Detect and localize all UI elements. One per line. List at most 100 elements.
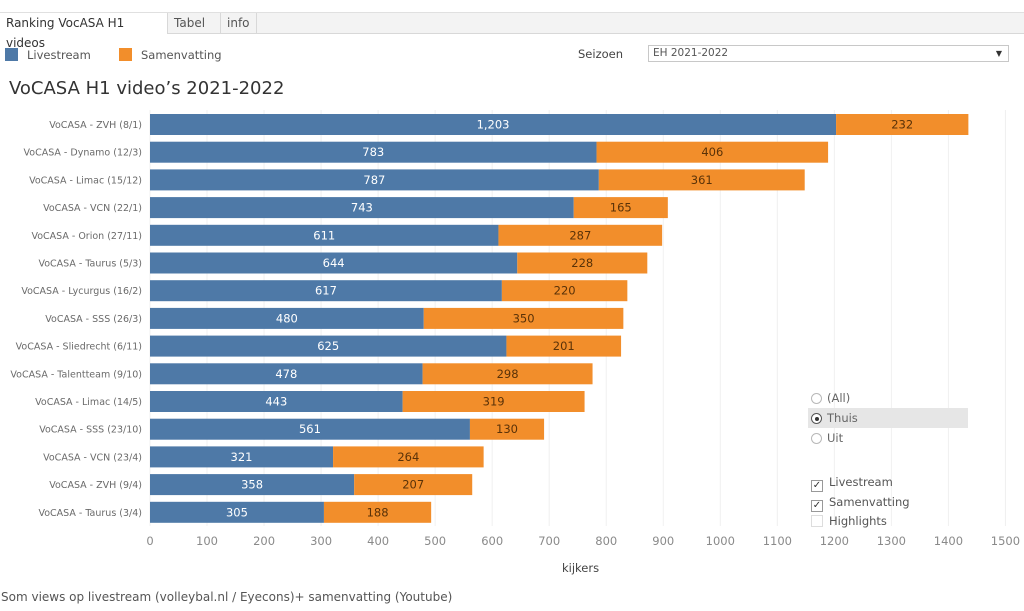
- y-category-label: VoCASA - VCN (23/4): [43, 452, 142, 463]
- data-label-samenvatting: 232: [891, 118, 913, 132]
- checkbox-label: Livestream: [829, 475, 893, 489]
- x-tick-label: 600: [481, 534, 503, 548]
- y-category-label: VoCASA - VCN (22/1): [43, 203, 142, 214]
- y-category-label: VoCASA - SSS (23/10): [39, 425, 142, 436]
- checkbox-samenvatting[interactable]: ✓ Samenvatting: [808, 493, 968, 513]
- radio-option-uit[interactable]: Uit: [808, 428, 968, 448]
- y-category-label: VoCASA - ZVH (9/4): [49, 480, 142, 491]
- bar-livestream: [150, 169, 599, 191]
- bar-samenvatting: [333, 446, 484, 468]
- chevron-down-icon: ▼: [995, 49, 1002, 58]
- radio-icon: [811, 393, 822, 404]
- legend-swatch-livestream: [5, 48, 18, 61]
- data-label-livestream: 321: [231, 450, 253, 464]
- y-category-label: VoCASA - ZVH (8/1): [49, 120, 142, 131]
- radio-label: Thuis: [827, 411, 858, 425]
- data-label-livestream: 625: [317, 339, 339, 353]
- data-label-livestream: 478: [275, 367, 297, 381]
- data-label-samenvatting: 287: [569, 228, 591, 242]
- bar-livestream: [150, 197, 574, 219]
- bars: 1,203 232 783 406 787 361 743 165 611 287 644 228 61…: [150, 114, 969, 523]
- x-tick-label: 400: [367, 534, 389, 548]
- bar-samenvatting: [323, 501, 432, 523]
- legend-label: Samenvatting: [141, 48, 222, 62]
- radio-option-thuis[interactable]: Thuis: [808, 408, 968, 428]
- bar-livestream: [150, 252, 518, 274]
- data-label-samenvatting: 361: [691, 173, 713, 187]
- data-label-livestream: 561: [299, 422, 321, 436]
- radio-label: (All): [827, 391, 851, 405]
- checkbox-highlights[interactable]: Highlights: [808, 512, 968, 532]
- x-tick-label: 700: [538, 534, 560, 548]
- data-label-livestream: 611: [313, 228, 335, 242]
- bar-samenvatting: [469, 418, 545, 440]
- data-label-samenvatting: 228: [571, 256, 593, 270]
- bar-livestream: [150, 114, 837, 135]
- bar-samenvatting: [498, 224, 663, 246]
- checkbox-empty-icon: [811, 515, 823, 527]
- bar-samenvatting: [836, 114, 969, 135]
- x-tick-label: 300: [310, 534, 332, 548]
- x-tick-label: 1000: [706, 534, 735, 548]
- bar-samenvatting: [596, 141, 829, 163]
- y-category-label: VoCASA - Limac (14/5): [35, 397, 142, 408]
- bar-livestream: [150, 335, 507, 357]
- data-label-samenvatting: 350: [513, 311, 535, 325]
- checkbox-label: Samenvatting: [829, 494, 910, 509]
- legend-label: Livestream: [27, 48, 91, 62]
- seizoen-value: EH 2021-2022: [653, 47, 729, 59]
- seizoen-label: Seizoen: [578, 47, 624, 61]
- tab-info[interactable]: info: [221, 13, 257, 33]
- y-category-label: VoCASA - Sliedrecht (6/11): [16, 342, 142, 353]
- y-category-label: VoCASA - Orion (27/11): [31, 231, 142, 242]
- tab-tabel[interactable]: Tabel: [168, 13, 221, 33]
- y-category-label: VoCASA - Lycurgus (16/2): [21, 286, 142, 297]
- bar-samenvatting: [506, 335, 622, 357]
- legend-swatch-samenvatting: [119, 48, 132, 61]
- footnote: Som views op livestream (volleybal.nl / …: [1, 590, 453, 604]
- x-tick-label: 1100: [763, 534, 792, 548]
- data-label-samenvatting: 188: [367, 505, 389, 519]
- checkmark-icon: ✓: [811, 480, 823, 492]
- bar-samenvatting: [517, 252, 648, 274]
- tab-ranking[interactable]: Ranking VocASA H1 videos: [0, 13, 168, 50]
- data-label-livestream: 358: [241, 478, 263, 492]
- data-label-samenvatting: 130: [496, 422, 518, 436]
- data-label-livestream: 617: [315, 284, 337, 298]
- radio-option-all[interactable]: (All): [808, 388, 968, 408]
- data-label-livestream: 783: [362, 145, 384, 159]
- x-tick-label: 1400: [934, 534, 963, 548]
- bar-samenvatting: [402, 391, 585, 412]
- bar-livestream: [150, 363, 423, 385]
- x-tick-label: 1200: [820, 534, 849, 548]
- data-label-samenvatting: 264: [397, 450, 419, 464]
- checkbox-livestream[interactable]: ✓ Livestream: [808, 473, 968, 493]
- chart-title: VoCASA H1 video’s 2021-2022: [9, 78, 285, 99]
- x-axis-title: kijkers: [562, 561, 600, 575]
- bar-livestream: [150, 391, 403, 412]
- tab-bar: Ranking VocASA H1 videos Tabel info: [0, 12, 1024, 50]
- checkbox-label: Highlights: [829, 514, 887, 528]
- x-tick-label: 200: [253, 534, 275, 548]
- bar-livestream: [150, 418, 470, 440]
- bar-samenvatting: [501, 280, 628, 302]
- legend-item-samenvatting[interactable]: Samenvatting: [119, 47, 222, 63]
- legend-item-livestream[interactable]: Livestream: [5, 47, 91, 63]
- bar-livestream: [150, 224, 499, 246]
- x-tick-label: 900: [652, 534, 674, 548]
- seizoen-dropdown[interactable]: EH 2021-2022 ▼: [648, 45, 1009, 62]
- data-label-samenvatting: 165: [610, 201, 632, 215]
- y-category-label: VoCASA - SSS (26/3): [45, 314, 142, 325]
- y-category-label: VoCASA - Dynamo (12/3): [24, 148, 143, 159]
- stacked-bar-chart: 1,203 232 783 406 787 361 743 165 611 287 644 228 61…: [10, 110, 1020, 548]
- data-label-samenvatting: 319: [483, 395, 505, 409]
- x-tick-label: 100: [196, 534, 218, 548]
- data-label-samenvatting: 207: [402, 478, 424, 492]
- filter-panel: (All) Thuis Uit ✓ Livestream ✓ Samenvattin…: [808, 388, 968, 532]
- bar-samenvatting: [598, 169, 805, 191]
- data-label-livestream: 644: [323, 256, 345, 270]
- bar-livestream: [150, 474, 355, 496]
- radio-selected-icon: [811, 413, 822, 424]
- bar-livestream: [150, 446, 334, 468]
- x-tick-label: 800: [595, 534, 617, 548]
